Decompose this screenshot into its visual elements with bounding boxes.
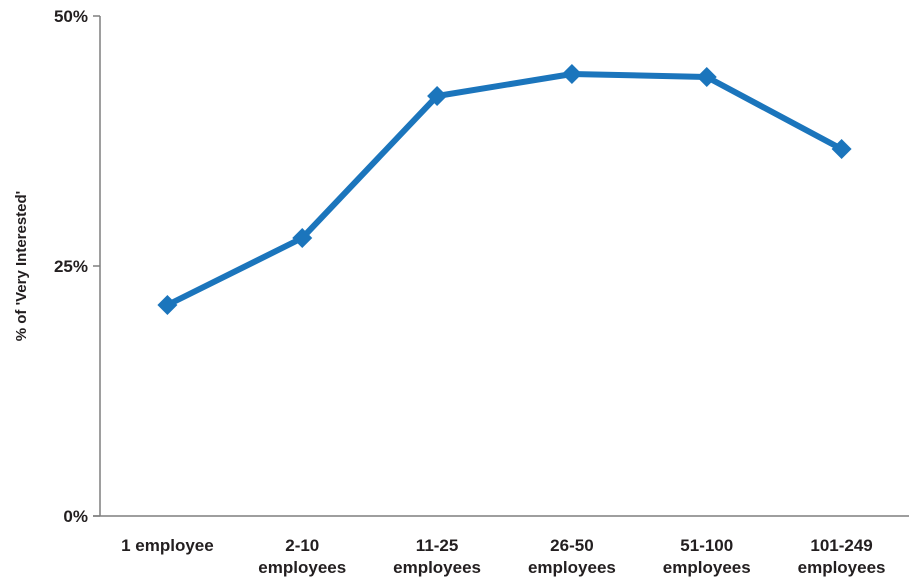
y-tick-label: 0%: [63, 507, 88, 526]
x-axis-labels: 1 employee 2-10 employees 11-25 employees 26-…: [121, 536, 885, 577]
series-line: [164, 71, 845, 308]
y-axis-title: % of 'Very Interested': [13, 191, 30, 342]
data-point-marker: [561, 64, 582, 84]
data-point-marker: [157, 295, 178, 315]
x-tick-label: 1 employee: [121, 536, 214, 555]
data-point-marker: [696, 67, 717, 87]
y-axis-ticks: 0% 25% 50%: [54, 7, 100, 526]
series-group: [157, 64, 852, 315]
x-tick-label: 26-50 employees: [528, 536, 616, 577]
data-point-marker: [292, 228, 313, 248]
data-point-marker: [831, 139, 852, 159]
x-tick-label: 11-25 employees: [393, 536, 481, 577]
data-point-marker: [427, 86, 448, 106]
x-tick-label: 101-249 employees: [798, 536, 886, 577]
y-tick-label: 25%: [54, 257, 88, 276]
x-tick-label: 2-10 employees: [258, 536, 346, 577]
y-tick-label: 50%: [54, 7, 88, 26]
axes: [93, 16, 909, 517]
x-tick-label: 51-100 employees: [663, 536, 751, 577]
